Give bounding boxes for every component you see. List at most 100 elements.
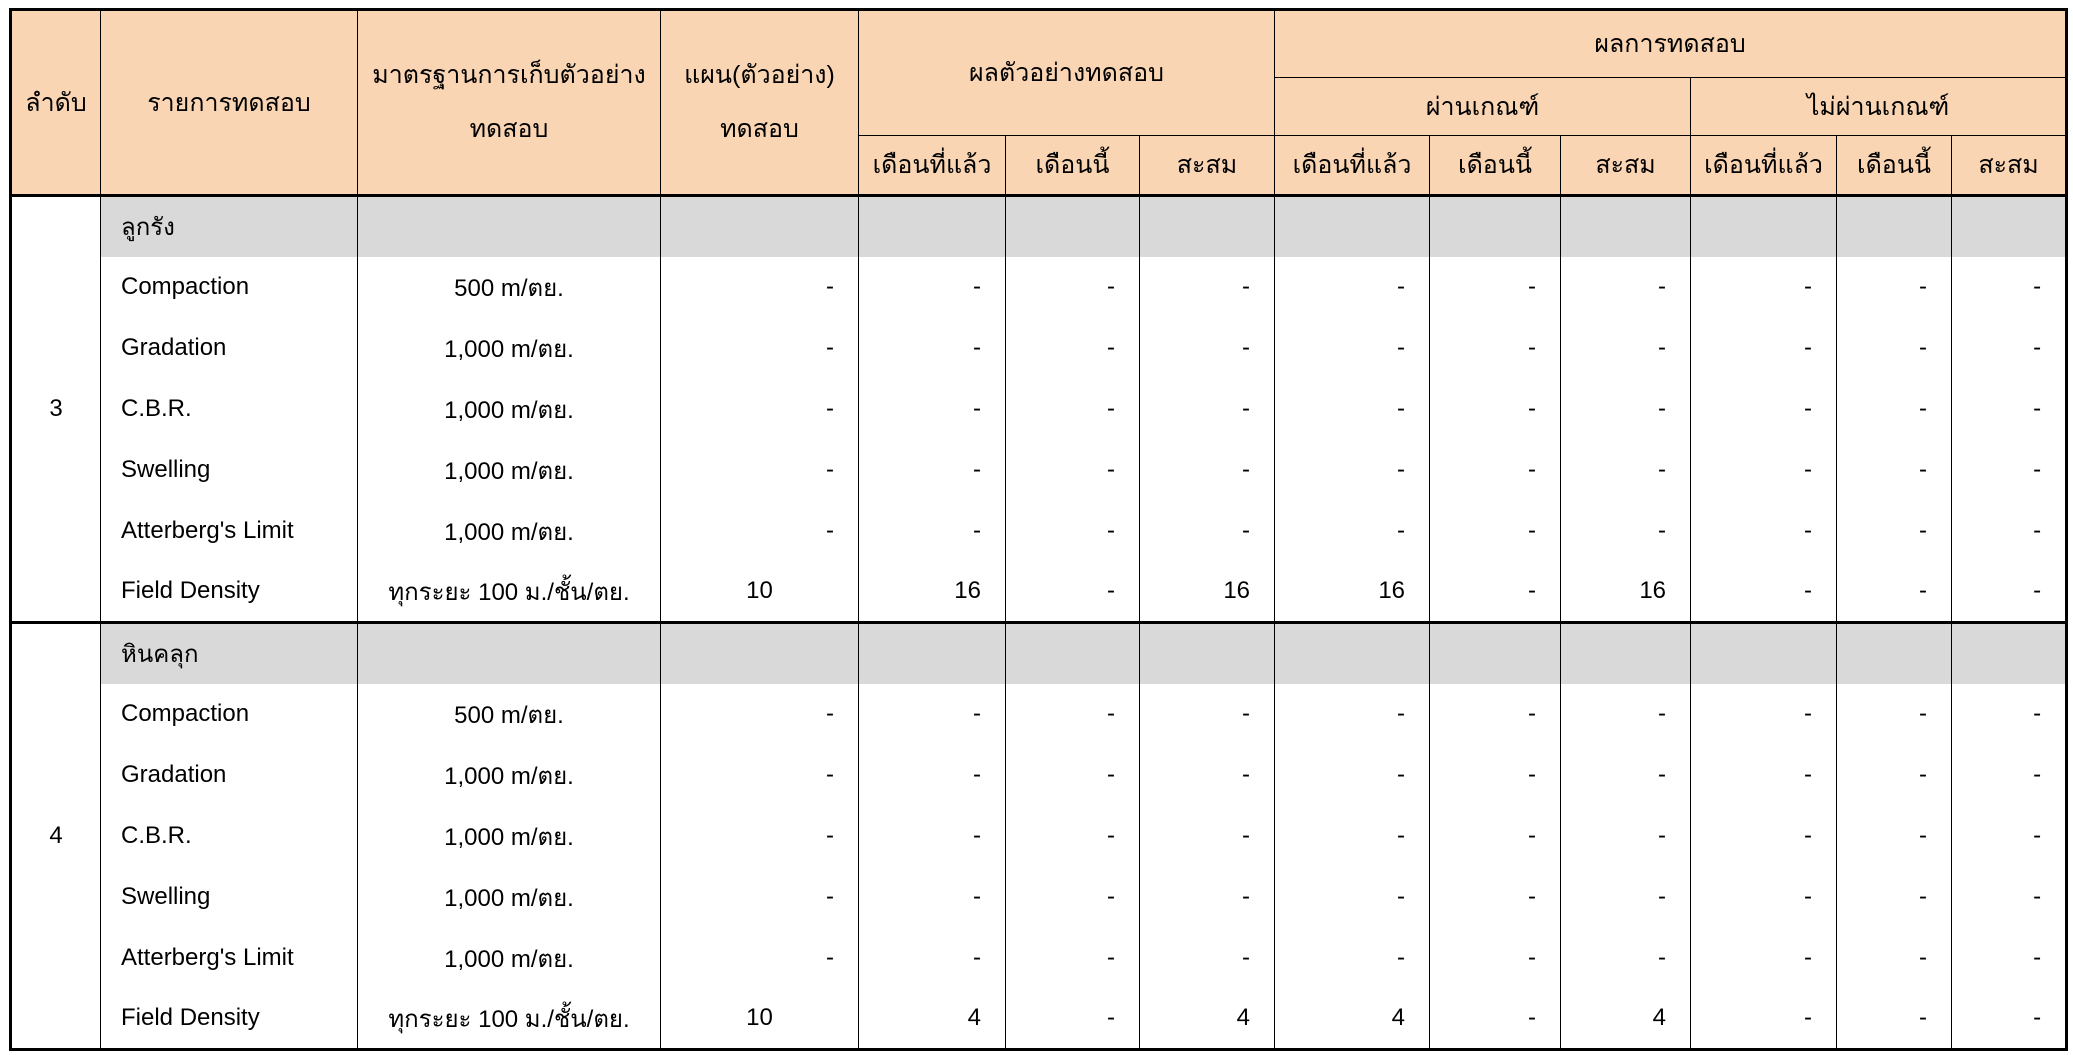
test-row: Atterberg's Limit 1,000 m/ตย. - - - - - - - - - - (11, 927, 2068, 989)
th-order: ลำดับ (10, 9, 101, 196)
header-row-pass-fail: ผ่านเกณฑ์ ไม่ผ่านเกณฑ์ (11, 77, 2068, 136)
category-row: 4 หินคลุก (10, 621, 2068, 1050)
standard-cell: 500 m/ตย. (357, 683, 661, 745)
value-cell: - (1429, 988, 1562, 1050)
value-cell: 16 (1560, 561, 1692, 623)
th-fail: ไม่ผ่านเกณฑ์ (1690, 77, 2068, 136)
category-cell (660, 621, 859, 684)
th-pass-cumulative: สะสม (1560, 135, 1692, 197)
value-cell: - (1005, 500, 1140, 562)
test-name-cell: Atterberg's Limit (100, 500, 358, 562)
value-cell: - (1274, 256, 1431, 318)
th-sample-last-month: เดือนที่แล้ว (858, 135, 1006, 197)
test-row: Field Density ทุกระยะ 100 ม./ชั้น/ตย. 10 4-… (11, 988, 2068, 1050)
value-cell: - (660, 805, 859, 867)
value-cell: - (1951, 744, 2068, 806)
category-cell (1690, 194, 1838, 257)
category-name-cell: หินคลุก (100, 621, 358, 684)
test-name-cell: Swelling (100, 866, 358, 928)
test-name-cell: Atterberg's Limit (100, 927, 358, 989)
value-cell: - (1690, 500, 1838, 562)
test-row: Compaction 500 m/ตย. - - - - - - - - - - (11, 256, 2068, 318)
value-cell: - (1836, 256, 1953, 318)
th-sample-this-month: เดือนนี้ (1005, 135, 1140, 197)
value-cell: - (1560, 683, 1692, 745)
category-cell (1005, 621, 1140, 684)
value-cell: - (1138, 927, 1276, 989)
value-cell: - (1951, 500, 2068, 562)
value-cell: - (1690, 866, 1838, 928)
value-cell: - (1005, 561, 1140, 623)
value-cell: - (1138, 500, 1276, 562)
value-cell: - (1836, 683, 1953, 745)
value-cell: 16 (1274, 561, 1431, 623)
value-cell: - (1274, 683, 1431, 745)
value-cell: - (1429, 439, 1562, 501)
value-cell: - (1429, 744, 1562, 806)
value-cell: 10 (660, 561, 859, 623)
category-cell (1836, 194, 1953, 257)
test-name-cell: Field Density (100, 561, 358, 623)
value-cell: - (1274, 500, 1431, 562)
test-name-cell: C.B.R. (100, 805, 358, 867)
standard-cell: 1,000 m/ตย. (357, 927, 661, 989)
category-cell (858, 621, 1006, 684)
value-cell: - (1690, 988, 1838, 1050)
order-cell: 4 (10, 621, 101, 1050)
value-cell: - (1951, 927, 2068, 989)
value-cell: - (1005, 378, 1140, 440)
value-cell: - (1138, 683, 1276, 745)
value-cell: - (858, 317, 1006, 379)
test-row: Swelling 1,000 m/ตย. - - - - - - - - - - (11, 439, 2068, 501)
th-fail-last-month: เดือนที่แล้ว (1690, 135, 1838, 197)
header-row-groups: ลำดับ รายการทดสอบ มาตรฐานการเก็บตัวอย่าง… (10, 9, 2068, 196)
test-summary-table: ลำดับ รายการทดสอบ มาตรฐานการเก็บตัวอย่าง… (9, 8, 2069, 1051)
standard-cell: 1,000 m/ตย. (357, 439, 661, 501)
th-sample-cumulative: สะสม (1138, 135, 1276, 197)
category-cell (1836, 621, 1953, 684)
value-cell: - (1138, 805, 1276, 867)
value-cell: - (1836, 317, 1953, 379)
value-cell: 16 (1138, 561, 1276, 623)
value-cell: - (660, 866, 859, 928)
category-cell (1138, 194, 1276, 257)
value-cell: - (858, 744, 1006, 806)
value-cell: - (1560, 439, 1692, 501)
standard-cell: ทุกระยะ 100 ม./ชั้น/ตย. (357, 988, 661, 1050)
category-cell (357, 621, 661, 684)
th-standard-line2: ทดสอบ (469, 114, 549, 143)
category-cell (1951, 621, 2068, 684)
value-cell: 16 (858, 561, 1006, 623)
value-cell: - (1138, 378, 1276, 440)
th-sample-results: ผลตัวอย่างทดสอบ (857, 9, 1276, 136)
value-cell: 10 (660, 988, 859, 1050)
value-cell: - (1690, 317, 1838, 379)
value-cell: - (660, 256, 859, 318)
th-pass-this-month: เดือนนี้ (1429, 135, 1562, 197)
value-cell: - (1560, 927, 1692, 989)
value-cell: - (1138, 439, 1276, 501)
value-cell: - (1951, 988, 2068, 1050)
value-cell: - (858, 866, 1006, 928)
value-cell: - (1274, 378, 1431, 440)
value-cell: - (1274, 317, 1431, 379)
order-cell: 3 (10, 194, 101, 623)
value-cell: - (858, 805, 1006, 867)
value-cell: - (1836, 561, 1953, 623)
test-row: Swelling 1,000 m/ตย. - - - - - - - - - - (11, 866, 2068, 928)
value-cell: - (1005, 256, 1140, 318)
test-name-cell: Compaction (100, 256, 358, 318)
test-row: Gradation 1,000 m/ตย. - - - - - - - - - - (11, 317, 2068, 379)
category-cell (1429, 194, 1562, 257)
test-row: Atterberg's Limit 1,000 m/ตย. - - - - - - - - - - (11, 500, 2068, 562)
th-standard-line1: มาตรฐานการเก็บตัวอย่าง (372, 60, 646, 89)
th-fail-cumulative: สะสม (1951, 135, 2068, 197)
value-cell: 4 (1560, 988, 1692, 1050)
value-cell: - (1690, 439, 1838, 501)
value-cell: - (1005, 805, 1140, 867)
value-cell: - (1560, 805, 1692, 867)
value-cell: - (1951, 256, 2068, 318)
value-cell: - (1690, 561, 1838, 623)
value-cell: - (1274, 866, 1431, 928)
value-cell: - (858, 683, 1006, 745)
